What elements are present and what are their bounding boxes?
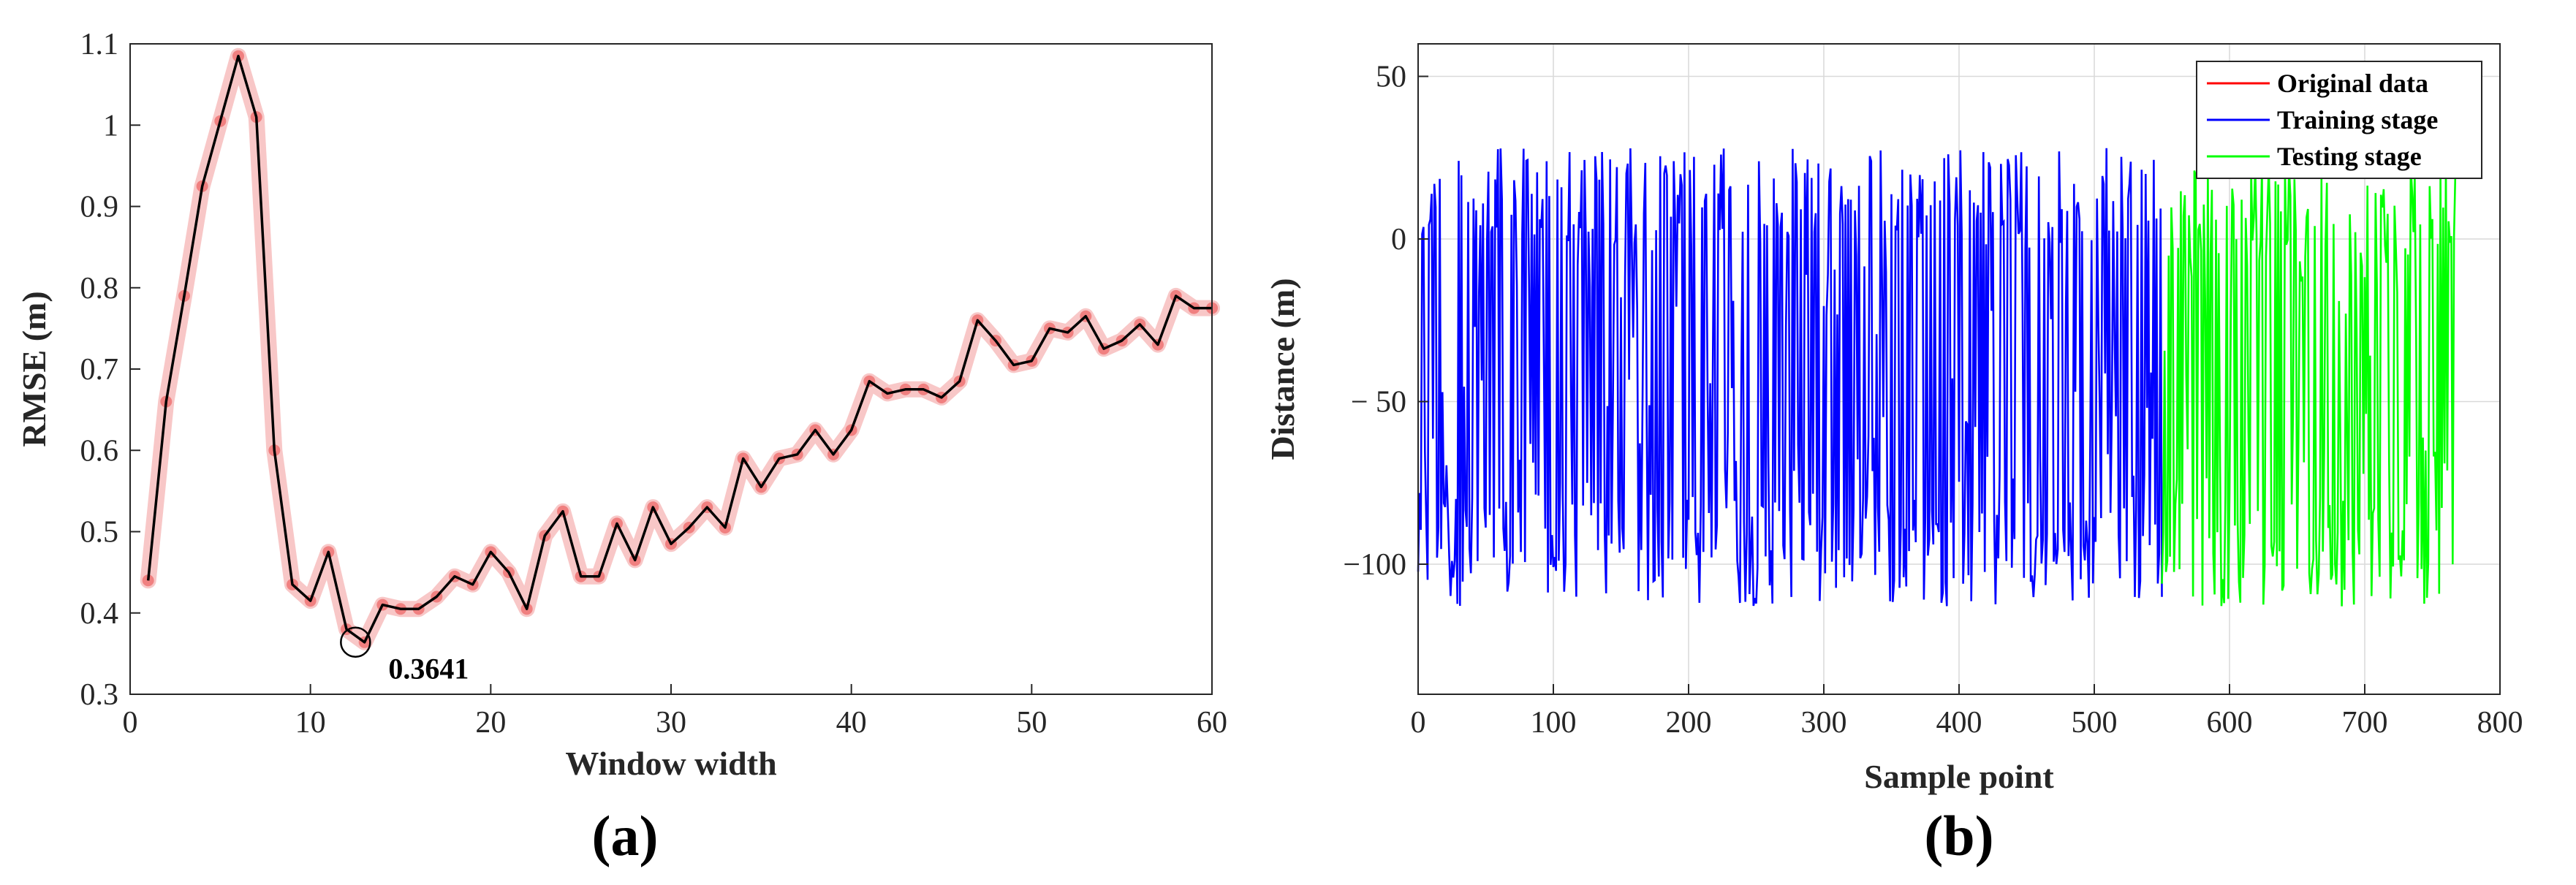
legend-label: Testing stage [2277, 142, 2422, 171]
legend-label: Training stage [2277, 105, 2438, 134]
chart-b-y-axis-label: Distance (m) [1264, 278, 1301, 460]
rmse-line [146, 54, 1212, 644]
minimum-value-label: 0.3641 [388, 653, 469, 685]
y-tick-label: 0.3 [80, 678, 119, 712]
y-tick-label: 1.1 [80, 28, 119, 61]
x-tick-label: 800 [2477, 706, 2523, 740]
chart-a-y-axis-label: RMSE (m) [15, 291, 53, 447]
y-tick-label: 1 [103, 109, 118, 143]
x-tick-label: 10 [295, 706, 326, 740]
y-tick-label: 0.6 [80, 434, 119, 468]
x-tick-label: 200 [1666, 706, 1712, 740]
chart-b: 0 100 200 300 400 500 600 700 800 500− 50−100 Or… [1264, 43, 2523, 867]
y-tick-label: 0.8 [80, 272, 119, 305]
y-tick-label: −100 [1343, 548, 1406, 582]
chart-a-markers [142, 50, 1218, 648]
x-tick-label: 100 [1531, 706, 1577, 740]
chart-a-x-axis-label: Window width [565, 745, 776, 782]
minimum-marker-circle [340, 626, 371, 658]
training-stage-line [1417, 148, 2163, 607]
y-tick-label: 0.9 [80, 191, 119, 224]
error-band-line [140, 48, 1220, 650]
x-tick-label: 400 [1936, 706, 1982, 740]
x-tick-label: 0 [123, 706, 138, 740]
chart-b-panel-label: (b) [1924, 804, 1993, 867]
x-tick-label: 30 [656, 706, 686, 740]
x-tick-label: 0 [1411, 706, 1426, 740]
chart-a-x-ticks: 0 10 20 30 40 50 60 [123, 684, 1227, 740]
y-tick-label: 0.4 [80, 597, 119, 631]
chart-a-y-ticks: 0.3 0.4 0.5 0.6 0.7 0.8 0.9 1 1.1 [80, 28, 140, 712]
chart-b-legend: Original data Training stage Testing stage [2196, 61, 2482, 179]
x-tick-label: 600 [2207, 706, 2253, 740]
chart-a-panel-label: (a) [592, 804, 659, 867]
chart-b-series [1417, 148, 2457, 607]
x-tick-label: 700 [2342, 706, 2388, 740]
chart-a: 0 10 20 30 40 50 60 0.30.40.50.60.70.80.911.1 … [15, 28, 1227, 867]
y-tick-label: 0 [1391, 223, 1406, 257]
legend-label: Original data [2277, 69, 2428, 98]
y-tick-label: − 50 [1351, 386, 1406, 419]
chart-b-x-axis-label: Sample point [1864, 758, 2054, 795]
chart-a-series-line [146, 54, 1212, 644]
chart-a-error-band [140, 48, 1220, 650]
chart-a-annotation: 0.3641 [340, 626, 469, 685]
x-tick-label: 20 [475, 706, 506, 740]
chart-b-x-ticks: 0 100 200 300 400 500 600 700 800 [1411, 684, 2523, 740]
x-tick-label: 50 [1016, 706, 1047, 740]
testing-stage-line [2161, 164, 2457, 607]
y-tick-label: 0.5 [80, 516, 119, 550]
y-tick-label: 0.7 [80, 353, 119, 387]
x-tick-label: 40 [836, 706, 867, 740]
chart-b-y-ticks: 50 0 − 50 −100 [1343, 61, 1428, 582]
x-tick-label: 300 [1801, 706, 1847, 740]
y-tick-label: 50 [1376, 61, 1406, 94]
chart-a-frame [129, 43, 1213, 695]
x-tick-label: 60 [1197, 706, 1227, 740]
x-tick-label: 500 [2072, 706, 2118, 740]
